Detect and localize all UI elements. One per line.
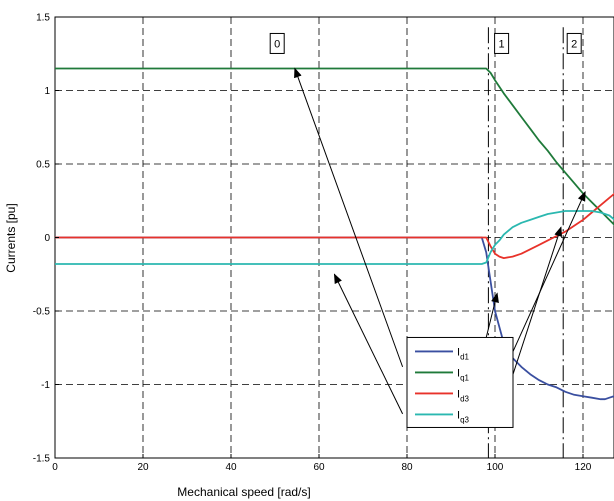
- region-label-box-1: [494, 32, 510, 54]
- series-line-i-q1: [55, 67, 614, 226]
- legend-label-subscript: q1: [460, 373, 469, 382]
- y-tick-label-0: -1.5: [33, 454, 51, 465]
- series-line-i-q3: [55, 210, 614, 265]
- legend-label-subscript: d1: [460, 352, 469, 361]
- series-line-i-d3: [55, 192, 614, 259]
- annotation-arrow-4: [498, 191, 586, 382]
- x-tick-label-6: 120: [575, 462, 592, 473]
- x-tick-label-2: 40: [225, 462, 237, 473]
- region-label-1: 1: [499, 38, 505, 50]
- y-axis-label: Currents [pu]: [4, 203, 18, 272]
- x-tick-label-0: 0: [52, 462, 58, 473]
- legend-box: [406, 336, 514, 428]
- legend-label-subscript: q3: [460, 415, 469, 424]
- y-tick-label-4: 0.5: [36, 160, 50, 171]
- series-group: [55, 67, 614, 401]
- annotation-arrows: [294, 67, 586, 424]
- y-tick-label-6: 1.5: [36, 13, 50, 24]
- region-labels: 0 1 2: [269, 32, 582, 54]
- region-label-box-2: [566, 32, 582, 54]
- series-line-i-d1: [55, 236, 614, 401]
- legend-label-subscript: d3: [460, 394, 469, 403]
- y-tick-label-2: -0.5: [33, 307, 51, 318]
- region-label-2: 2: [571, 38, 577, 50]
- x-axis-label: Mechanical speed [rad/s]: [177, 485, 310, 499]
- x-tick-label-5: 100: [487, 462, 504, 473]
- y-tick-label-5: 1: [44, 86, 50, 97]
- y-tick-label-3: 0: [44, 233, 50, 244]
- x-tick-label-1: 20: [137, 462, 149, 473]
- x-tick-label-4: 80: [401, 462, 413, 473]
- region-label-box-0: [269, 32, 285, 54]
- x-tick-label-3: 60: [313, 462, 325, 473]
- annotation-arrow-1: [333, 273, 404, 415]
- tick-labels: 0 20 40 60 80 100 120-1.5-1-0.500.511.5: [33, 13, 592, 474]
- region-label-0: 0: [274, 38, 280, 50]
- annotation-arrow-2: [485, 292, 499, 338]
- y-tick-label-1: -1: [41, 380, 50, 391]
- annotation-arrow-0: [294, 67, 404, 368]
